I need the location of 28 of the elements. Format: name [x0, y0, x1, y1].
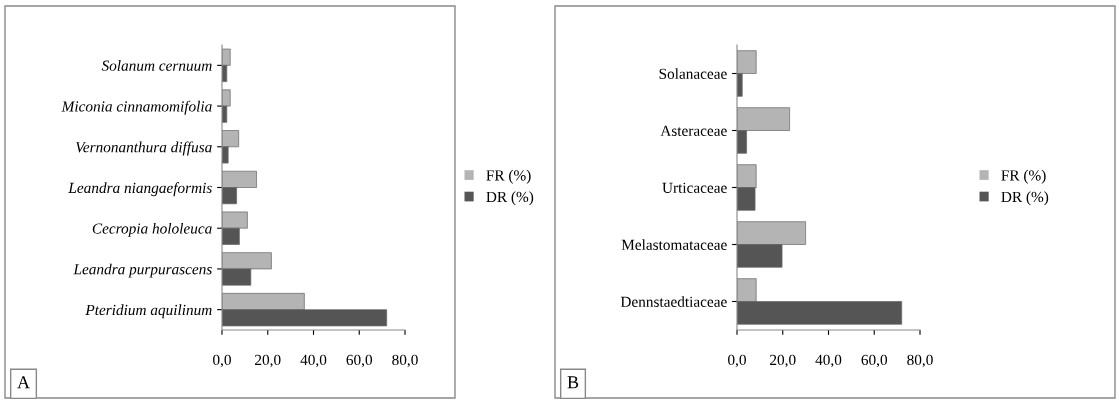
- legend-label: FR (%): [486, 169, 531, 184]
- x-tick-label: 40,0: [815, 354, 842, 368]
- x-tick-label: 0,0: [728, 354, 746, 368]
- x-tick-label: 20,0: [770, 354, 796, 368]
- x-tick-label: 60,0: [861, 354, 888, 368]
- x-tick-label: 80,0: [907, 354, 933, 368]
- x-tick-label: 40,0: [300, 354, 327, 368]
- text: B: [567, 376, 579, 389]
- x-tick-label: 80,0: [392, 354, 418, 368]
- text: A: [17, 376, 30, 389]
- y-tick-label: Solanaceae: [659, 68, 727, 79]
- x-tick-label: 0,0: [213, 354, 231, 368]
- x-tick-label: 60,0: [346, 354, 373, 368]
- y-tick-label: Dennstaedtiaceae: [620, 296, 727, 307]
- y-tick-label: Vernonanthura diffusa: [76, 141, 212, 156]
- y-tick-label: Urticaceae: [662, 182, 727, 193]
- legend-label: DR (%): [486, 191, 534, 206]
- y-tick-label: Pteridium aquilinum: [85, 304, 212, 319]
- y-tick-label: Solanum cernuum: [101, 60, 212, 71]
- x-tick-label: 20,0: [255, 354, 281, 368]
- y-tick-label: Melastomataceae: [621, 239, 727, 250]
- legend-label: DR (%): [1001, 191, 1049, 206]
- y-tick-label: Asteraceae: [660, 125, 727, 136]
- y-tick-label: Cecropia hololeuca: [92, 222, 212, 237]
- legend-label: FR (%): [1001, 169, 1046, 184]
- y-tick-label: Leandra purpurascens: [73, 263, 212, 278]
- y-tick-label: Miconia cinnamomifolia: [61, 100, 212, 115]
- y-tick-label: Leandra niangaeformis: [68, 182, 212, 197]
